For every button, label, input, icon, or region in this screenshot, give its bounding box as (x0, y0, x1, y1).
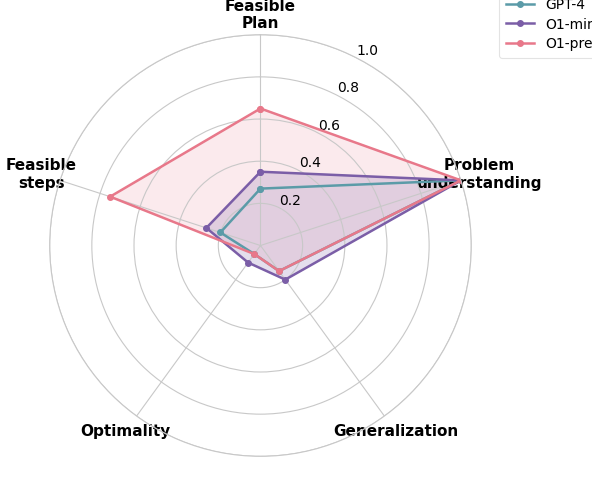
O1-mini (458, 178, 465, 184)
Legend: GPT-4, O1-mini, O1-preview: GPT-4, O1-mini, O1-preview (499, 0, 592, 58)
O1-mini (257, 169, 264, 175)
O1-mini (203, 225, 210, 231)
GPT-4 (458, 178, 465, 184)
O1-mini (257, 169, 264, 175)
GPT-4 (257, 186, 264, 191)
O1-preview (251, 251, 258, 257)
Line: O1-preview: O1-preview (107, 106, 464, 274)
Line: GPT-4: GPT-4 (218, 178, 464, 274)
GPT-4 (251, 251, 258, 257)
Polygon shape (110, 109, 461, 271)
O1-preview (458, 178, 465, 184)
GPT-4 (217, 230, 224, 236)
Line: O1-mini: O1-mini (204, 169, 464, 282)
O1-mini (244, 259, 252, 265)
O1-preview (257, 106, 264, 112)
O1-mini (282, 277, 289, 283)
O1-preview (275, 268, 282, 274)
O1-preview (107, 194, 114, 200)
GPT-4 (275, 268, 282, 274)
O1-preview (257, 106, 264, 112)
GPT-4 (257, 186, 264, 191)
Polygon shape (207, 172, 461, 280)
